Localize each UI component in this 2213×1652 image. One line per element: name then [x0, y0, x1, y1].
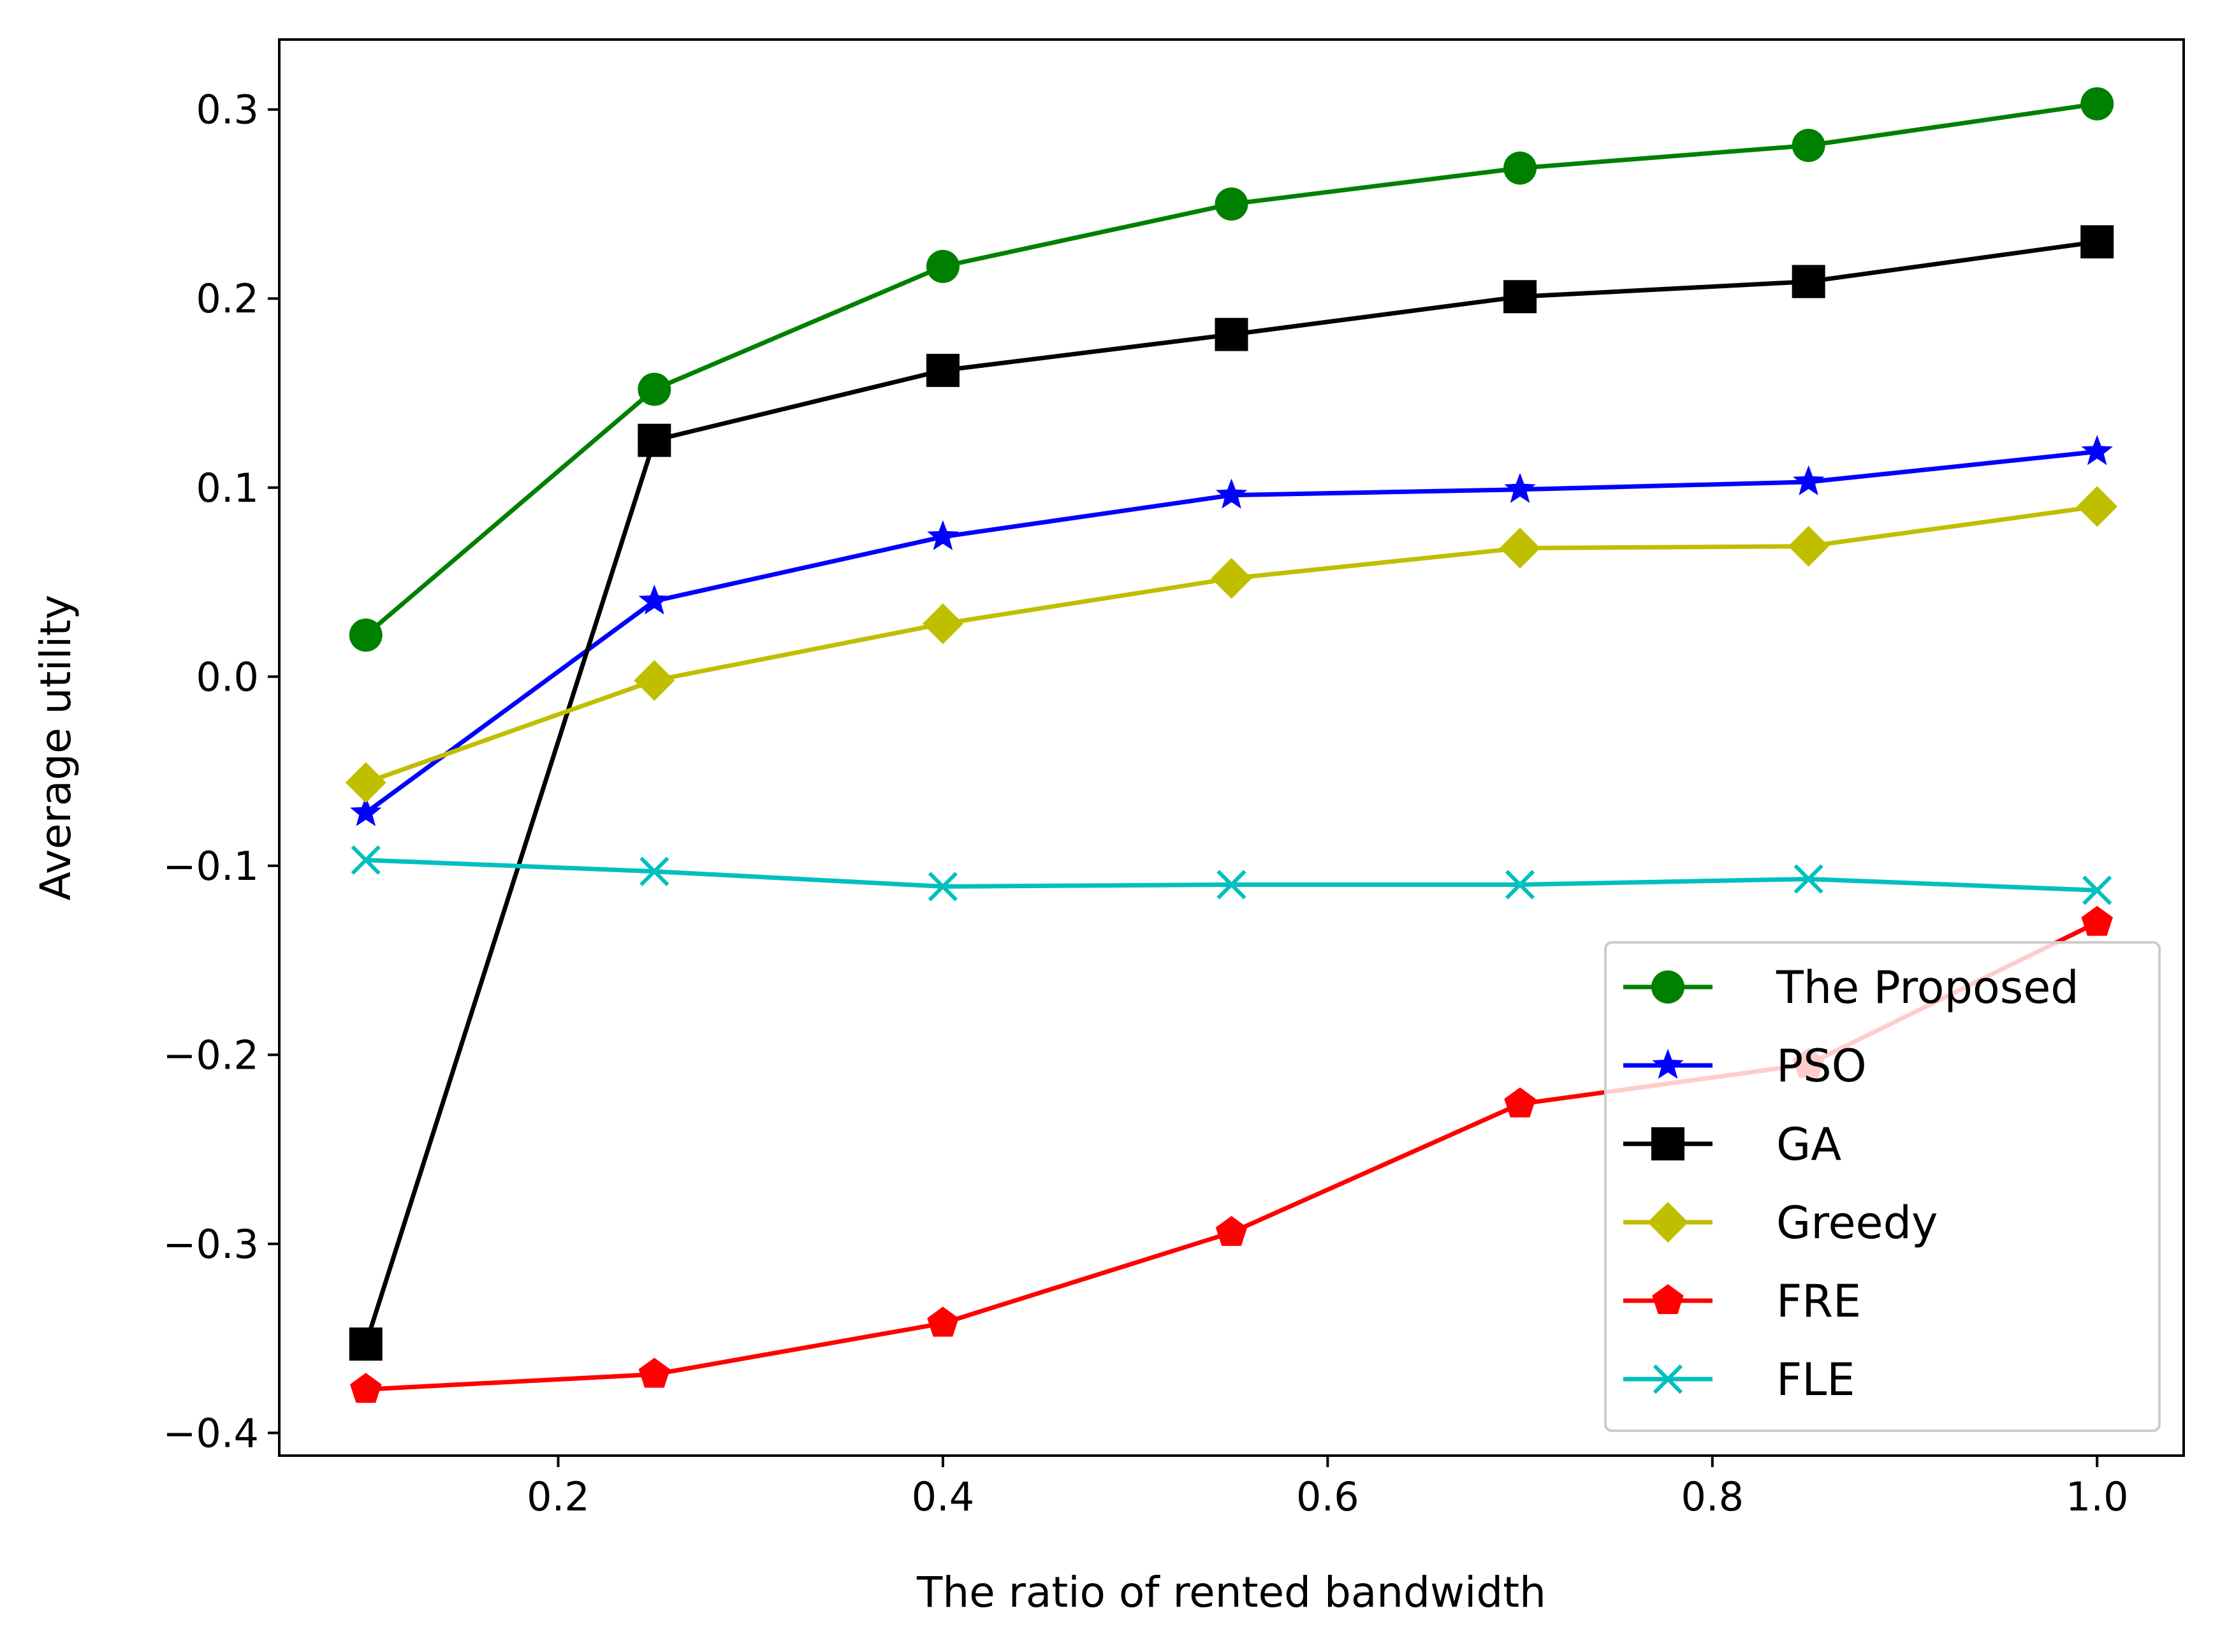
- data-point: [350, 1373, 382, 1403]
- data-point: [2080, 225, 2114, 259]
- data-point: [1216, 870, 1246, 900]
- plot-frame: [278, 38, 2185, 1457]
- y-tick-label: 0.1: [196, 465, 259, 511]
- legend-marker: [1652, 1049, 1684, 1079]
- data-point: [638, 584, 671, 615]
- data-point: [2077, 486, 2118, 527]
- y-tick-label: 0.0: [196, 654, 259, 700]
- legend-item: FRE: [1623, 1275, 1861, 1327]
- series-layer: [345, 87, 2118, 1403]
- series-pso: [350, 435, 2113, 826]
- legend-marker: [1652, 1284, 1684, 1314]
- series-fle: [351, 845, 2112, 905]
- data-point: [1788, 525, 1829, 567]
- legend-item: FLE: [1623, 1354, 1855, 1406]
- data-point: [1504, 1087, 1536, 1118]
- legend-item: Greedy: [1623, 1197, 1938, 1249]
- data-point: [349, 1327, 383, 1361]
- legend-label: FRE: [1776, 1275, 1861, 1327]
- data-point: [1215, 1216, 1248, 1246]
- data-point: [926, 249, 960, 283]
- legend-label: The Proposed: [1776, 961, 2079, 1014]
- data-point: [927, 520, 959, 550]
- y-tick-label: 0.3: [196, 87, 259, 133]
- data-point: [639, 856, 669, 886]
- legend-marker: [1651, 970, 1684, 1004]
- x-tick-label: 0.4: [912, 1473, 975, 1520]
- data-point: [927, 1306, 959, 1337]
- x-tick-label: 0.2: [527, 1473, 590, 1520]
- data-point: [638, 1357, 671, 1388]
- data-point: [926, 353, 960, 387]
- data-point: [638, 372, 671, 406]
- legend-box: [1604, 941, 2161, 1432]
- data-point: [351, 845, 381, 875]
- y-tick-label: −0.4: [163, 1410, 259, 1456]
- legend-label: FLE: [1776, 1354, 1855, 1406]
- data-point: [928, 872, 958, 902]
- data-point: [1792, 129, 1825, 163]
- data-point: [638, 423, 671, 457]
- x-axis-label: The ratio of rented bandwidth: [916, 1568, 1546, 1617]
- data-point: [1503, 151, 1537, 185]
- data-point: [1503, 280, 1537, 314]
- data-point: [1215, 187, 1248, 221]
- y-axis-label: Average utility: [31, 595, 80, 901]
- legend-marker: [1647, 1202, 1688, 1243]
- data-point: [634, 660, 675, 701]
- data-point: [1211, 558, 1252, 599]
- legend-label: PSO: [1776, 1040, 1867, 1092]
- data-point: [1793, 864, 1823, 894]
- y-tick-label: 0.2: [196, 275, 259, 322]
- legend-item: PSO: [1623, 1040, 1867, 1092]
- y-tick-label: −0.2: [163, 1032, 259, 1078]
- legend-item: The Proposed: [1623, 961, 2079, 1014]
- legend-item: GA: [1623, 1118, 1841, 1171]
- data-point: [2082, 875, 2112, 905]
- data-point: [2081, 435, 2113, 465]
- x-tick-label: 1.0: [2066, 1473, 2129, 1520]
- data-point: [1792, 265, 1825, 298]
- data-point: [1500, 527, 1541, 569]
- series-greedy: [345, 486, 2118, 803]
- x-tick-label: 0.6: [1296, 1473, 1359, 1520]
- legend-label: GA: [1776, 1118, 1841, 1171]
- data-point: [345, 762, 386, 803]
- legend-marker: [1651, 1127, 1684, 1160]
- data-point: [922, 603, 963, 645]
- legend: The Proposed PSO GA Greedy FRE FLE: [1604, 941, 2161, 1432]
- legend-marker: [1653, 1364, 1683, 1394]
- data-point: [1505, 870, 1535, 900]
- data-point: [349, 618, 383, 652]
- data-point: [1792, 465, 1825, 495]
- legend-label: Greedy: [1776, 1197, 1938, 1249]
- y-tick-label: −0.1: [163, 843, 259, 889]
- data-point: [1504, 472, 1536, 503]
- series-ga: [349, 225, 2114, 1361]
- x-tick-label: 0.8: [1681, 1473, 1744, 1520]
- ticks-layer: 0.2 0.4 0.6 0.8 1.0 −0.4 −0.3 −0.2 −0.1 0.0 0.1 0.2…: [163, 87, 2128, 1520]
- series-the-proposed: [349, 87, 2114, 652]
- data-point: [2081, 905, 2113, 936]
- data-point: [1215, 478, 1248, 509]
- data-point: [1215, 318, 1248, 351]
- data-point: [2080, 87, 2114, 121]
- data-point: [350, 796, 382, 826]
- y-tick-label: −0.3: [163, 1221, 259, 1268]
